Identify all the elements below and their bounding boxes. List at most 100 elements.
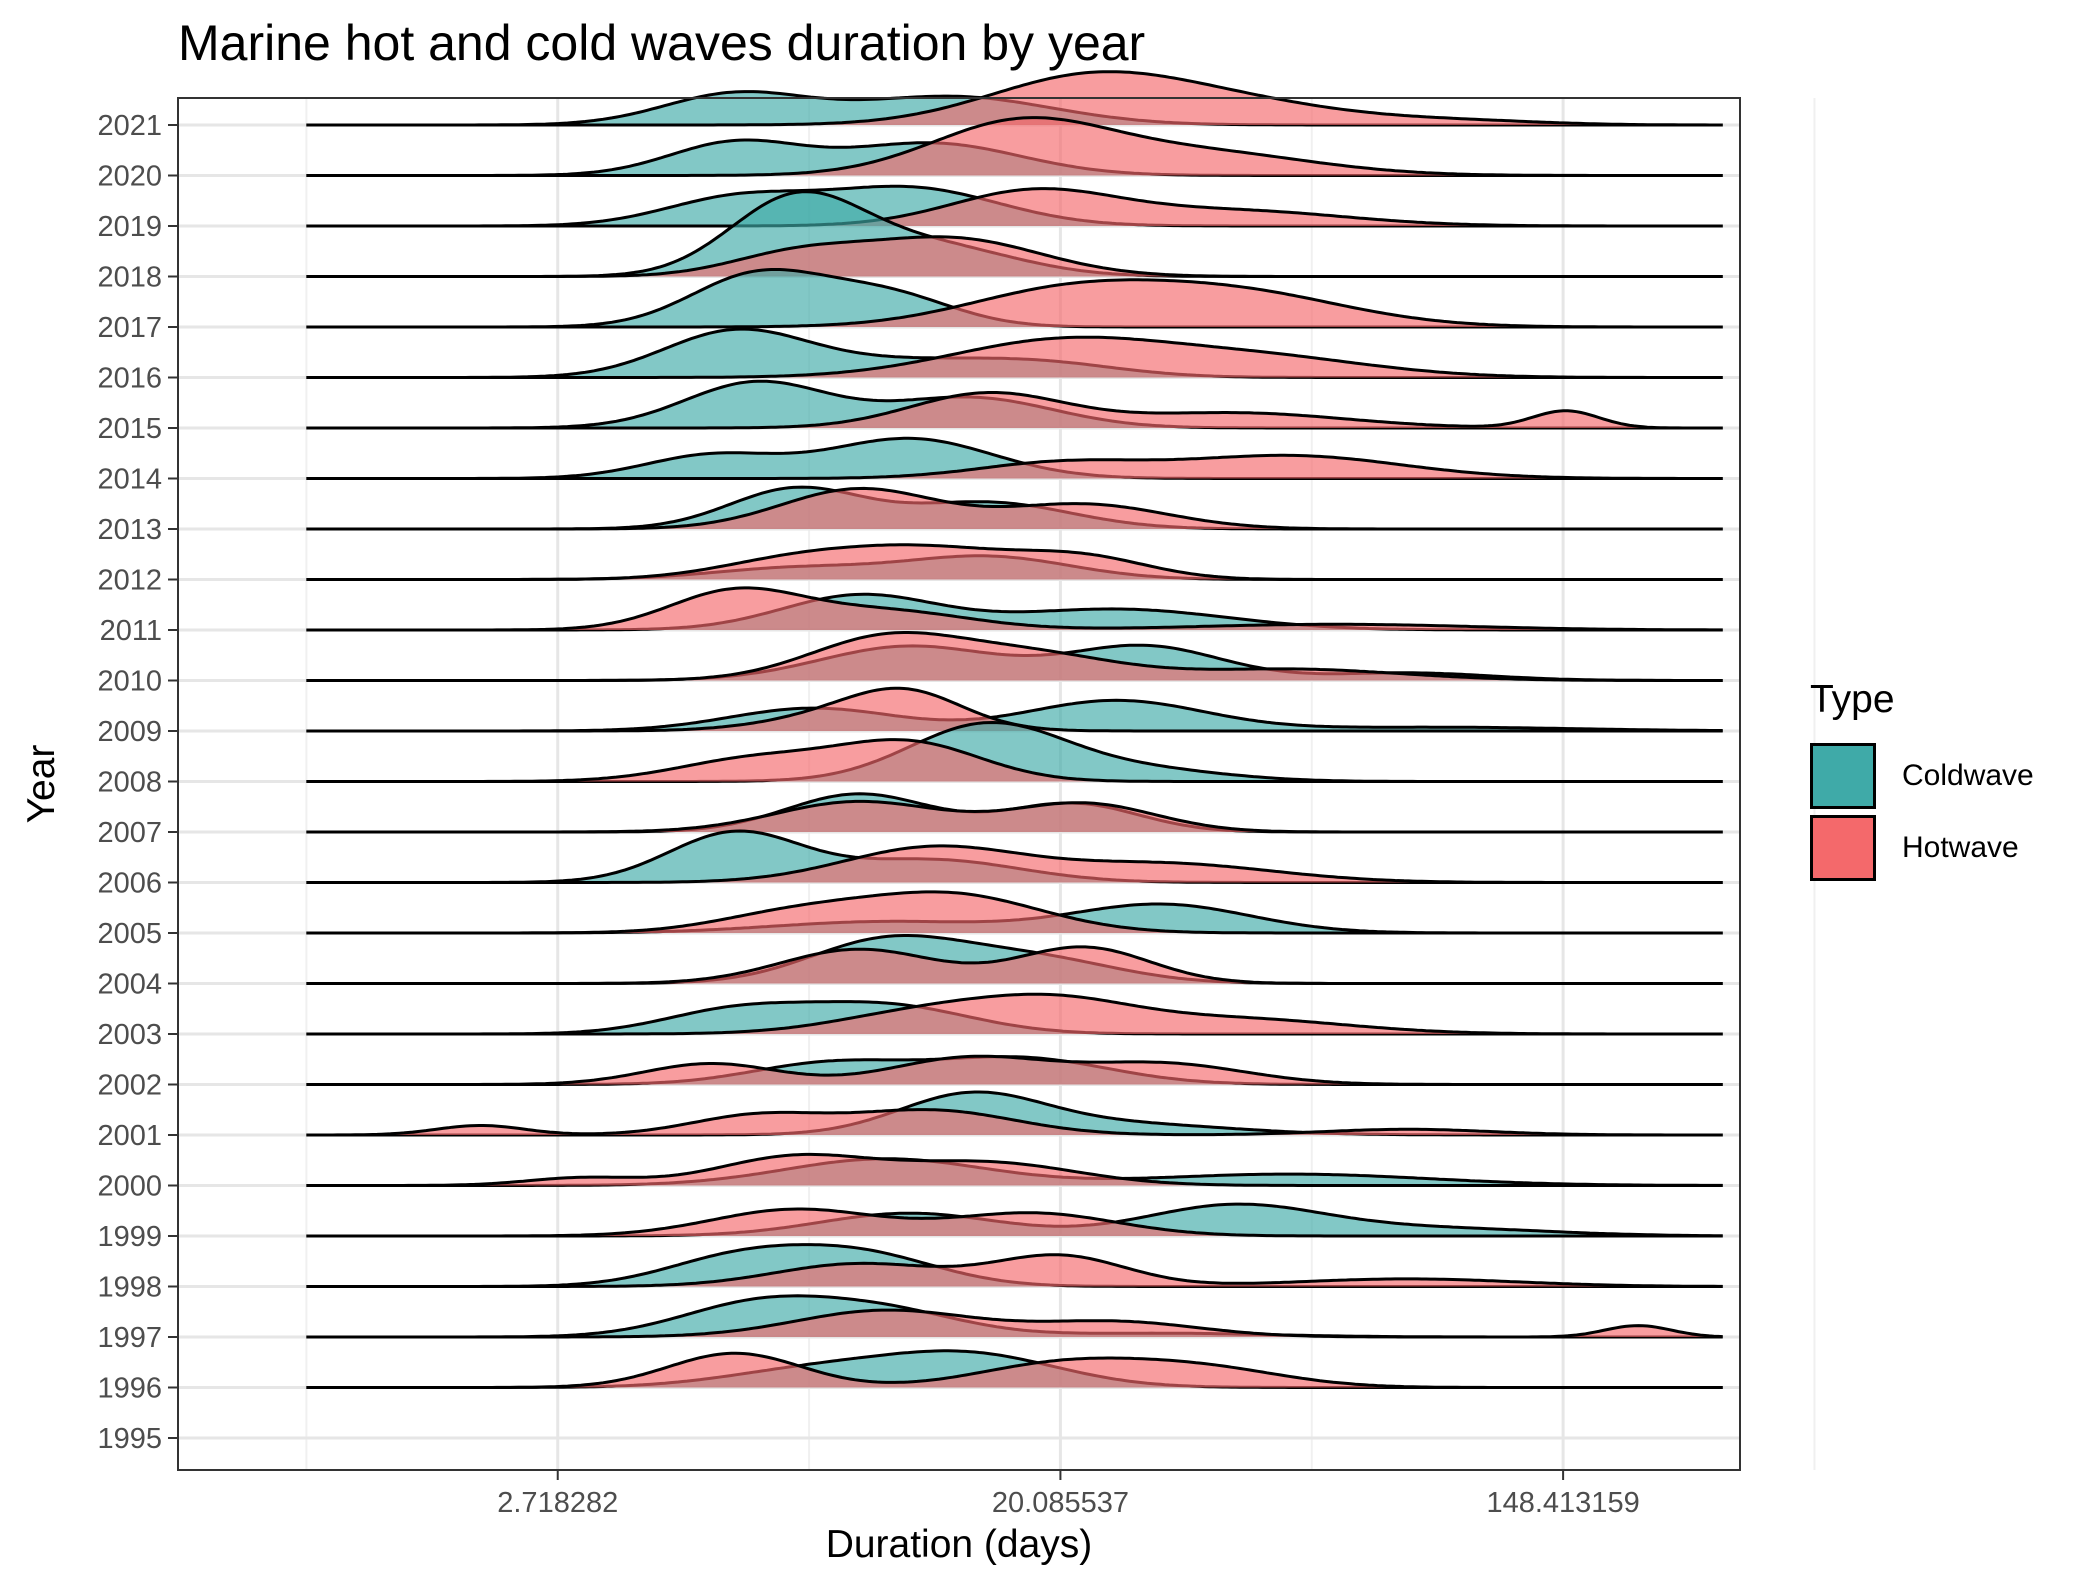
y-axis-title: Year <box>20 745 63 824</box>
ridge-area-hotwave-2003 <box>306 994 1723 1034</box>
ridge-line-hotwave-2000 <box>306 1152 1723 1187</box>
y-tick-label: 2012 <box>97 565 162 597</box>
ridge-area-coldwave-2019 <box>306 186 1723 226</box>
ridge-line-hotwave-2016 <box>306 335 1723 379</box>
ridge-line-hotwave-2004 <box>306 945 1723 985</box>
ridge-line-hotwave-2011 <box>306 586 1723 632</box>
y-tick-label: 2006 <box>97 868 162 900</box>
ridge-area-coldwave-2008 <box>306 722 1723 782</box>
ridge-area-hotwave-2005 <box>306 891 1723 933</box>
ridge-line-hotwave-2006 <box>306 844 1723 884</box>
ridge-line-hotwave-2002 <box>306 1054 1723 1086</box>
ridge-area-hotwave-2007 <box>306 801 1723 832</box>
ridge-area-hotwave-2018 <box>306 236 1723 277</box>
chart-title: Marine hot and cold waves duration by ye… <box>178 15 1146 71</box>
x-tick-label: 148.413159 <box>1486 1487 1639 1519</box>
ridge-area-coldwave-2001 <box>306 1092 1723 1135</box>
x-tick-label: 2.718282 <box>497 1487 618 1519</box>
y-tick-label: 2000 <box>97 1171 162 1203</box>
ridge-line-hotwave-2017 <box>306 278 1723 329</box>
y-tick-label: 1996 <box>97 1373 162 1405</box>
y-tick-label: 1998 <box>97 1272 162 1304</box>
ridge-area-hotwave-2002 <box>306 1056 1723 1085</box>
y-tick-label: 2004 <box>97 969 162 1001</box>
ridge-area-coldwave-2003 <box>306 1001 1723 1034</box>
ridge-area-hotwave-1997 <box>306 1310 1723 1337</box>
y-tick-label: 2001 <box>97 1120 162 1152</box>
y-tick-label: 1997 <box>97 1322 162 1354</box>
ridge-area-hotwave-2012 <box>306 544 1723 580</box>
ridge-line-hotwave-1997 <box>306 1308 1723 1339</box>
ridge-area-coldwave-1997 <box>306 1295 1723 1337</box>
ridge-line-hotwave-2021 <box>306 70 1723 127</box>
ridge-area-coldwave-1999 <box>306 1204 1723 1236</box>
ridge-line-hotwave-2003 <box>306 992 1723 1036</box>
ridge-area-hotwave-2017 <box>306 279 1723 327</box>
ridge-line-hotwave-2018 <box>306 235 1723 278</box>
ridge-area-coldwave-2017 <box>306 269 1723 327</box>
ridge-area-hotwave-2004 <box>306 946 1723 984</box>
y-tick-label: 2019 <box>97 211 162 243</box>
y-tick-label: 2009 <box>97 716 162 748</box>
ridge-area-hotwave-2006 <box>306 845 1723 883</box>
legend-item-hotwave: Hotwave <box>1810 812 2034 884</box>
ridge-line-hotwave-1999 <box>306 1207 1723 1238</box>
legend: Type Coldwave Hotwave <box>1810 678 2034 884</box>
y-tick-label: 2003 <box>97 1019 162 1051</box>
ridge-line-hotwave-2013 <box>306 486 1723 531</box>
ridge-line-hotwave-2010 <box>306 631 1723 682</box>
ridge-area-coldwave-1998 <box>306 1244 1723 1287</box>
ridge-area-coldwave-2000 <box>306 1158 1723 1186</box>
x-axis-title: Duration (days) <box>826 1523 1093 1566</box>
ridge-area-hotwave-1998 <box>306 1254 1723 1287</box>
y-tick-label: 1999 <box>97 1221 162 1253</box>
ridge-area-hotwave-2011 <box>306 587 1723 630</box>
ridge-area-hotwave-2016 <box>306 337 1723 378</box>
ridge-area-hotwave-2020 <box>306 117 1723 176</box>
ridge-line-hotwave-2015 <box>306 391 1723 430</box>
y-tick-label: 2016 <box>97 363 162 395</box>
y-tick-label: 2021 <box>97 110 162 142</box>
ridge-area-coldwave-2006 <box>306 831 1723 883</box>
ridge-line-hotwave-2019 <box>306 187 1723 228</box>
ridge-line-hotwave-2020 <box>306 116 1723 177</box>
legend-label-coldwave: Coldwave <box>1902 759 2034 792</box>
y-tick-label: 2008 <box>97 767 162 799</box>
y-tick-label: 2014 <box>97 464 162 496</box>
y-tick-label: 2010 <box>97 666 162 698</box>
y-tick-label: 2017 <box>97 312 162 344</box>
legend-key-coldwave <box>1810 743 1876 809</box>
y-tick-label: 1995 <box>97 1423 162 1455</box>
legend-key-hotwave <box>1810 815 1876 881</box>
ridge-area-coldwave-2016 <box>306 329 1723 378</box>
ridge-line-hotwave-2008 <box>306 738 1723 783</box>
ridge-line-hotwave-2012 <box>306 543 1723 581</box>
x-tick-label: 20.085537 <box>992 1487 1129 1519</box>
ridge-line-hotwave-2014 <box>306 453 1723 480</box>
y-tick-label: 2020 <box>97 161 162 193</box>
x-axis: 2.718282 20.085537 148.413159 <box>497 1470 1640 1519</box>
legend-title: Type <box>1810 678 1895 721</box>
y-tick-label: 2018 <box>97 262 162 294</box>
ridge-line-hotwave-2001 <box>306 1108 1723 1137</box>
y-tick-label: 2002 <box>97 1070 162 1102</box>
y-tick-label: 2015 <box>97 413 162 445</box>
y-tick-label: 2013 <box>97 514 162 546</box>
ridge-area-hotwave-1996 <box>306 1353 1723 1388</box>
plot-panel-border <box>177 97 1741 1471</box>
plot-panel-background <box>178 98 1740 1470</box>
ridge-area-coldwave-2014 <box>306 438 1723 479</box>
ridge-area-hotwave-2019 <box>306 188 1723 226</box>
y-tick-label: 2005 <box>97 918 162 950</box>
ridge-line-hotwave-1998 <box>306 1253 1723 1288</box>
ridge-line-hotwave-2005 <box>306 890 1723 935</box>
ridge-line-hotwave-2007 <box>306 799 1723 834</box>
y-axis: 1995 1996 1997 1998 1999 2000 2001 2002 2003 2004… <box>97 110 178 1455</box>
ridge-area-coldwave-2009 <box>306 700 1723 731</box>
legend-label-hotwave: Hotwave <box>1902 831 2019 864</box>
y-tick-label: 2007 <box>97 817 162 849</box>
y-tick-label: 2011 <box>100 615 162 647</box>
ridge-area-hotwave-2015 <box>306 392 1723 428</box>
ridge-line-hotwave-1996 <box>306 1351 1723 1389</box>
